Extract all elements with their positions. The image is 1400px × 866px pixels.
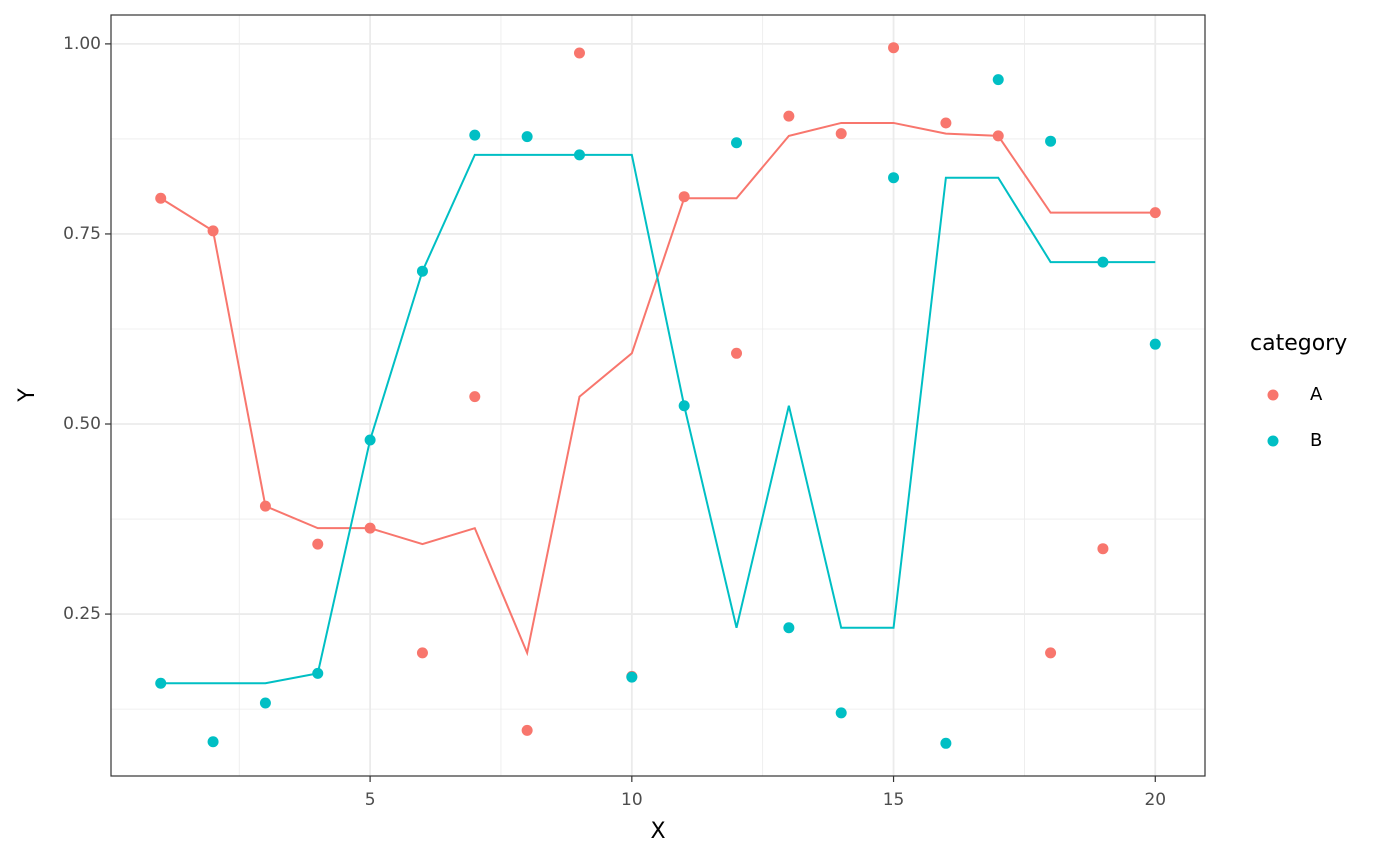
point: [521, 724, 533, 736]
point: [678, 191, 690, 203]
point: [259, 697, 271, 709]
legend-label: B: [1310, 430, 1322, 451]
point: [992, 130, 1004, 142]
point: [573, 47, 585, 59]
point: [364, 522, 376, 534]
point: [207, 225, 219, 237]
point: [207, 736, 219, 748]
legend-marker: [1267, 435, 1279, 447]
point: [155, 677, 167, 689]
point: [155, 192, 167, 204]
point: [940, 737, 952, 749]
point: [731, 347, 743, 359]
legend-label: A: [1310, 384, 1323, 405]
point: [626, 671, 638, 683]
point: [312, 667, 324, 679]
point: [835, 128, 847, 140]
y-tick-label: 0.75: [63, 224, 101, 244]
point: [364, 434, 376, 446]
point: [888, 42, 900, 54]
point: [1045, 135, 1057, 147]
point: [1045, 647, 1057, 659]
point: [573, 149, 585, 161]
point: [678, 400, 690, 412]
point: [416, 647, 428, 659]
plot-panel: [111, 15, 1205, 776]
legend-title: category: [1250, 331, 1347, 356]
point: [731, 137, 743, 149]
point: [835, 707, 847, 719]
x-tick-label: 5: [365, 790, 376, 810]
point: [469, 391, 481, 403]
point: [992, 74, 1004, 86]
y-tick-label: 1.00: [63, 34, 101, 54]
y-axis-title: Y: [15, 388, 40, 403]
y-tick-label: 0.50: [63, 414, 101, 434]
point: [259, 500, 271, 512]
point: [1097, 256, 1109, 268]
point: [888, 172, 900, 184]
point: [469, 129, 481, 141]
point: [783, 110, 795, 122]
legend: AB: [1267, 384, 1323, 451]
point: [521, 131, 533, 143]
plot-border: [110, 14, 1206, 777]
x-tick-label: 15: [883, 790, 905, 810]
point: [783, 622, 795, 634]
marks: [155, 42, 1161, 749]
y-tick-label: 0.25: [63, 604, 101, 624]
legend-marker: [1267, 389, 1279, 401]
x-tick-label: 20: [1144, 790, 1166, 810]
point: [416, 265, 428, 277]
x-tick-label: 10: [621, 790, 643, 810]
point: [1149, 338, 1161, 350]
point: [1149, 207, 1161, 219]
point: [1097, 543, 1109, 555]
grid: [111, 15, 1205, 776]
x-axis-title: X: [650, 819, 665, 844]
point: [940, 117, 952, 129]
line: [160, 153, 1156, 685]
point: [312, 538, 324, 550]
